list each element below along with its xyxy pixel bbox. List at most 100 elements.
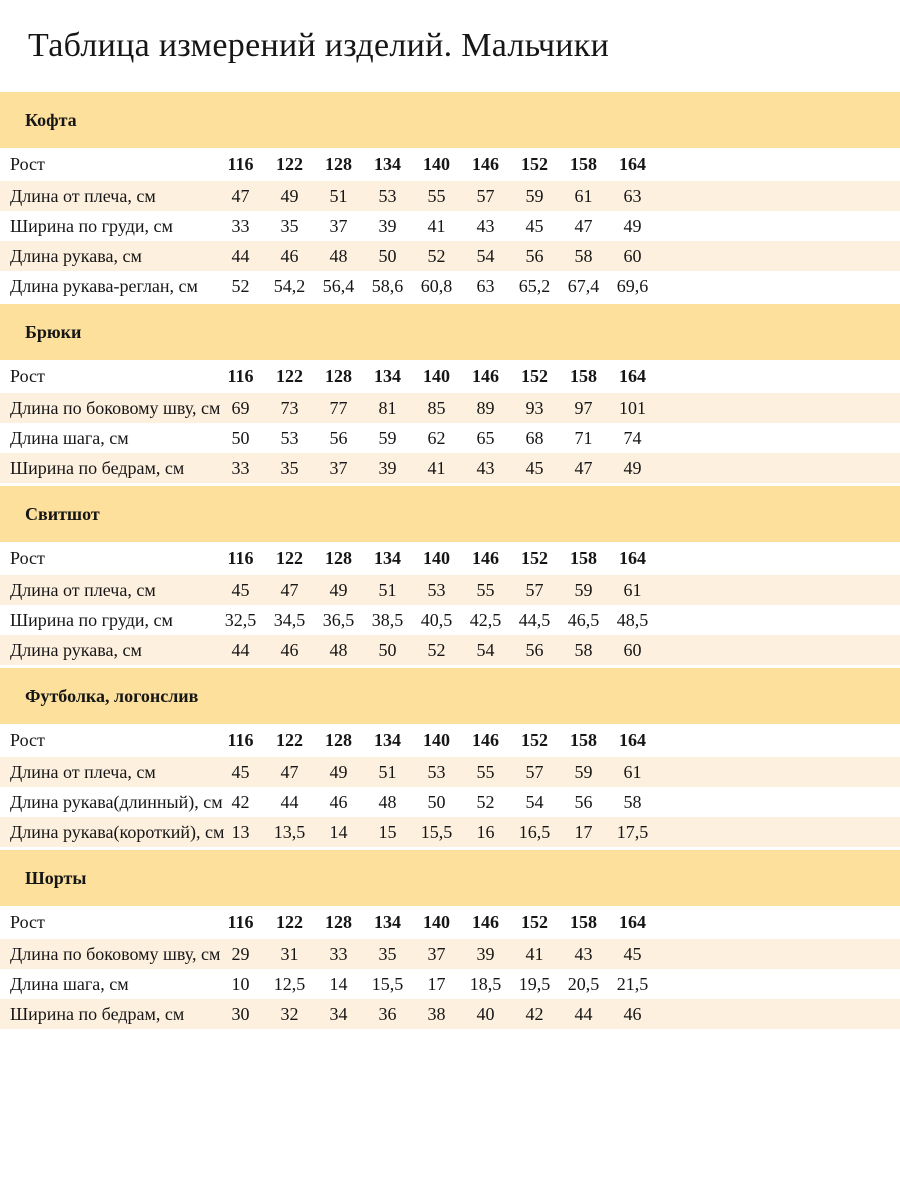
row-header-label: Рост bbox=[10, 366, 45, 386]
section-header-4: Футболка, логонслив bbox=[0, 668, 900, 724]
cell-value: 93 bbox=[525, 397, 544, 418]
table-header-row: Рост 116 122 128 134 140 146 152 158 164 bbox=[0, 542, 900, 575]
row-header-label: Рост bbox=[10, 154, 45, 174]
cell-value: 73 bbox=[280, 397, 299, 418]
cell-value: 12,5 bbox=[273, 973, 306, 994]
cell-value: 37 bbox=[329, 215, 348, 236]
column-header: 116 bbox=[227, 912, 254, 932]
cell-value: 52 bbox=[231, 275, 250, 296]
column-header: 128 bbox=[325, 366, 352, 386]
column-header: 134 bbox=[374, 730, 401, 750]
cell-value: 59 bbox=[378, 427, 397, 448]
column-header: 146 bbox=[472, 912, 499, 932]
cell-value: 89 bbox=[476, 397, 495, 418]
cell-value: 15,5 bbox=[371, 973, 404, 994]
cell-value: 57 bbox=[525, 579, 544, 600]
cell-value: 42 bbox=[525, 1003, 544, 1024]
cell-value: 18,5 bbox=[469, 973, 502, 994]
column-header: 152 bbox=[521, 730, 548, 750]
filler-cell bbox=[657, 757, 900, 787]
cell-value: 62 bbox=[427, 427, 446, 448]
cell-value: 58 bbox=[574, 639, 593, 660]
table-row: Длина рукава(длинный), см 42 44 46 48 50 52 54 5… bbox=[0, 787, 900, 817]
column-header: 122 bbox=[276, 548, 303, 568]
table-header-row: Рост 116 122 128 134 140 146 152 158 164 bbox=[0, 360, 900, 393]
size-section: Брюки Рост 116 122 128 134 140 146 152 158 164 Дли… bbox=[0, 304, 900, 483]
cell-value: 53 bbox=[378, 185, 397, 206]
cell-value: 45 bbox=[231, 579, 250, 600]
filler-cell bbox=[657, 241, 900, 271]
cell-value: 49 bbox=[329, 761, 348, 782]
row-label: Длина рукава-реглан, см bbox=[10, 275, 198, 296]
column-header: 128 bbox=[325, 912, 352, 932]
cell-value: 49 bbox=[280, 185, 299, 206]
column-header: 128 bbox=[325, 548, 352, 568]
row-label: Длина шага, см bbox=[10, 427, 129, 448]
cell-value: 53 bbox=[427, 579, 446, 600]
cell-value: 35 bbox=[280, 215, 299, 236]
filler-cell bbox=[657, 211, 900, 241]
table-row: Ширина по груди, см 32,5 34,5 36,5 38,5 40,5 4… bbox=[0, 605, 900, 635]
cell-value: 33 bbox=[231, 215, 250, 236]
filler-cell bbox=[657, 360, 900, 393]
cell-value: 52 bbox=[427, 639, 446, 660]
column-header: 116 bbox=[227, 366, 254, 386]
cell-value: 44 bbox=[574, 1003, 593, 1024]
row-label: Длина по боковому шву, см bbox=[10, 397, 221, 418]
cell-value: 48,5 bbox=[616, 609, 649, 630]
cell-value: 30 bbox=[231, 1003, 250, 1024]
column-header: 122 bbox=[276, 912, 303, 932]
cell-value: 58 bbox=[574, 245, 593, 266]
row-label: Длина рукава, см bbox=[10, 245, 142, 266]
section-header-2: Брюки bbox=[0, 304, 900, 360]
measurements-table: Рост 116 122 128 134 140 146 152 158 164 Длина от … bbox=[0, 148, 900, 301]
row-label: Длина рукава(длинный), см bbox=[10, 791, 223, 812]
cell-value: 54 bbox=[476, 639, 495, 660]
column-header: 146 bbox=[472, 730, 499, 750]
table-row: Длина от плеча, см 45 47 49 51 53 55 57 59 61 bbox=[0, 575, 900, 605]
column-header: 158 bbox=[570, 912, 597, 932]
cell-value: 43 bbox=[476, 457, 495, 478]
cell-value: 32,5 bbox=[224, 609, 257, 630]
table-row: Длина рукава-реглан, см 52 54,2 56,4 58,6 60,… bbox=[0, 271, 900, 301]
cell-value: 31 bbox=[280, 943, 299, 964]
cell-value: 49 bbox=[623, 215, 642, 236]
table-header-row: Рост 116 122 128 134 140 146 152 158 164 bbox=[0, 148, 900, 181]
cell-value: 48 bbox=[378, 791, 397, 812]
cell-value: 57 bbox=[476, 185, 495, 206]
cell-value: 50 bbox=[427, 791, 446, 812]
cell-value: 17,5 bbox=[616, 821, 649, 842]
section-title: Свитшот bbox=[25, 503, 100, 524]
column-header: 140 bbox=[423, 154, 450, 174]
cell-value: 51 bbox=[329, 185, 348, 206]
cell-value: 97 bbox=[574, 397, 593, 418]
cell-value: 58,6 bbox=[371, 275, 404, 296]
cell-value: 39 bbox=[378, 215, 397, 236]
cell-value: 44,5 bbox=[518, 609, 551, 630]
filler-cell bbox=[657, 453, 900, 483]
column-header: 158 bbox=[570, 366, 597, 386]
cell-value: 77 bbox=[329, 397, 348, 418]
table-row: Длина по боковому шву, см 29 31 33 35 37 39 41 4… bbox=[0, 939, 900, 969]
cell-value: 50 bbox=[378, 245, 397, 266]
cell-value: 45 bbox=[525, 457, 544, 478]
cell-value: 45 bbox=[623, 943, 642, 964]
cell-value: 35 bbox=[378, 943, 397, 964]
cell-value: 44 bbox=[231, 639, 250, 660]
cell-value: 46 bbox=[280, 245, 299, 266]
page-title: Таблица измерений изделий. Мальчики bbox=[28, 27, 610, 64]
cell-value: 85 bbox=[427, 397, 446, 418]
filler-cell bbox=[657, 605, 900, 635]
cell-value: 14 bbox=[329, 821, 348, 842]
cell-value: 53 bbox=[427, 761, 446, 782]
cell-value: 53 bbox=[280, 427, 299, 448]
cell-value: 61 bbox=[623, 761, 642, 782]
section-title: Футболка, логонслив bbox=[25, 685, 199, 706]
cell-value: 65 bbox=[476, 427, 495, 448]
cell-value: 51 bbox=[378, 579, 397, 600]
table-header-row: Рост 116 122 128 134 140 146 152 158 164 bbox=[0, 906, 900, 939]
column-header: 122 bbox=[276, 366, 303, 386]
cell-value: 34,5 bbox=[273, 609, 306, 630]
column-header: 134 bbox=[374, 548, 401, 568]
